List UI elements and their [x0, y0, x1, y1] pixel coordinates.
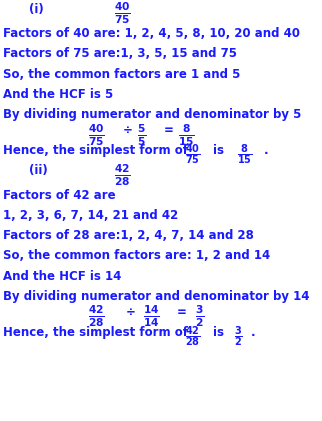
Text: (i): (i) [29, 3, 44, 16]
Text: $\mathbf{\frac{42}{28}}$: $\mathbf{\frac{42}{28}}$ [185, 325, 201, 349]
Text: =: = [177, 306, 187, 319]
Text: $\mathbf{\frac{5}{5}}$: $\mathbf{\frac{5}{5}}$ [137, 122, 147, 147]
Text: is: is [213, 144, 223, 157]
Text: Hence, the simplest form of: Hence, the simplest form of [3, 144, 188, 157]
Text: Hence, the simplest form of: Hence, the simplest form of [3, 326, 188, 339]
Text: .: . [251, 326, 256, 339]
Text: .: . [264, 144, 269, 157]
Text: $\mathbf{\frac{8}{15}}$: $\mathbf{\frac{8}{15}}$ [178, 122, 195, 147]
Text: And the HCF is 5: And the HCF is 5 [3, 88, 113, 101]
Text: $\mathbf{\frac{40}{75}}$: $\mathbf{\frac{40}{75}}$ [185, 143, 201, 167]
Text: ÷: ÷ [122, 124, 132, 137]
Text: $\mathbf{\frac{40}{75}}$: $\mathbf{\frac{40}{75}}$ [114, 1, 131, 26]
Text: And the HCF is 14: And the HCF is 14 [3, 270, 122, 282]
Text: $\mathbf{\frac{40}{75}}$: $\mathbf{\frac{40}{75}}$ [88, 122, 105, 147]
Text: $\mathbf{\frac{42}{28}}$: $\mathbf{\frac{42}{28}}$ [114, 163, 131, 188]
Text: $\mathbf{\frac{14}{14}}$: $\mathbf{\frac{14}{14}}$ [143, 304, 160, 329]
Text: So, the common factors are 1 and 5: So, the common factors are 1 and 5 [3, 68, 241, 80]
Text: By dividing numerator and denominator by 5: By dividing numerator and denominator by… [3, 108, 302, 121]
Text: 1, 2, 3, 6, 7, 14, 21 and 42: 1, 2, 3, 6, 7, 14, 21 and 42 [3, 209, 178, 222]
Text: (ii): (ii) [29, 165, 48, 177]
Text: By dividing numerator and denominator by 14: By dividing numerator and denominator by… [3, 290, 310, 303]
Text: ÷: ÷ [126, 306, 136, 319]
Text: $\mathbf{\frac{3}{2}}$: $\mathbf{\frac{3}{2}}$ [195, 304, 204, 329]
Text: $\mathbf{\frac{3}{2}}$: $\mathbf{\frac{3}{2}}$ [234, 325, 243, 349]
Text: is: is [213, 326, 223, 339]
Text: Factors of 42 are: Factors of 42 are [3, 189, 116, 202]
Text: $\mathbf{\frac{42}{28}}$: $\mathbf{\frac{42}{28}}$ [88, 304, 105, 329]
Text: Factors of 75 are:1, 3, 5, 15 and 75: Factors of 75 are:1, 3, 5, 15 and 75 [3, 48, 237, 60]
Text: So, the common factors are: 1, 2 and 14: So, the common factors are: 1, 2 and 14 [3, 250, 270, 262]
Text: $\mathbf{\frac{8}{15}}$: $\mathbf{\frac{8}{15}}$ [237, 143, 252, 167]
Text: Factors of 40 are: 1, 2, 4, 5, 8, 10, 20 and 40: Factors of 40 are: 1, 2, 4, 5, 8, 10, 20… [3, 27, 300, 40]
Text: Factors of 28 are:1, 2, 4, 7, 14 and 28: Factors of 28 are:1, 2, 4, 7, 14 and 28 [3, 229, 254, 242]
Text: =: = [164, 124, 174, 137]
